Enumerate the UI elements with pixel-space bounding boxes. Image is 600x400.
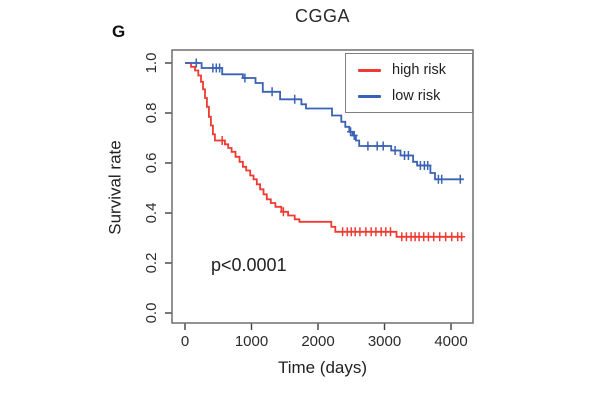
legend-label-low-risk: low risk [392,87,441,104]
censor-mark [364,141,372,151]
censor-mark [379,141,387,151]
legend-label-high-risk: high risk [392,61,446,78]
p-value-annotation: p<0.0001 [211,255,287,275]
censor-mark [404,151,412,160]
censor-mark [356,227,364,237]
censor-mark [350,131,358,140]
censor-mark [279,207,287,217]
censor-mark [391,146,399,155]
x-tick-label: 1000 [235,333,268,350]
y-axis-title: Survival rate [105,140,125,235]
censor-mark [430,232,438,242]
legend-box: high risk low risk [345,53,473,113]
censor-mark [448,232,456,242]
censor-mark [424,161,432,170]
censor-mark [373,141,381,151]
censor-mark [438,174,446,184]
x-tick-label: 3000 [368,333,401,350]
censor-mark [218,136,226,145]
x-axis-title: Time (days) [277,358,368,377]
censor-mark [268,87,276,97]
censor-mark [291,94,299,104]
chart-title: CGGA [294,6,350,26]
censor-mark [387,227,394,237]
y-tick-label: 0.2 [143,253,160,274]
x-tick-label: 2000 [301,333,334,350]
panel-label: G [112,22,126,41]
x-tick-label: 0 [181,333,189,350]
low-risk-line-sample [358,94,381,98]
censor-mark [456,174,464,184]
y-tick-label: 0.0 [143,303,160,324]
high-risk-line-sample [358,68,381,72]
legend-item-low-risk: low risk [358,89,472,104]
survival-curve-low-risk [185,62,464,181]
censor-mark [241,73,249,83]
censor-mark [347,127,355,137]
y-tick-label: 1.0 [143,53,160,74]
censor-mark [216,63,224,73]
y-tick-label: 0.4 [143,203,160,224]
censor-mark [458,232,466,242]
censor-mark [436,232,444,242]
survival-curve-high-risk [185,62,463,238]
censor-mark [192,58,200,68]
y-tick-label: 0.6 [143,153,160,174]
censor-mark [442,232,450,242]
legend-item-high-risk: high risk [358,63,472,78]
plot-border [171,49,474,324]
x-tick-label: 4000 [434,333,467,350]
y-tick-label: 0.8 [143,103,160,124]
